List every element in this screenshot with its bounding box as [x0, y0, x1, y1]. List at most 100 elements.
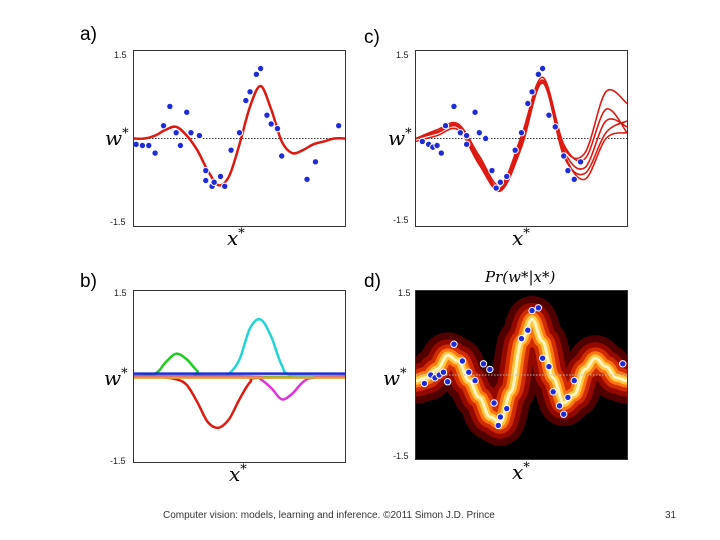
panel-b-ytick-top: 1.5 — [114, 288, 127, 298]
data-point — [528, 306, 536, 315]
panel-a-label: a) — [80, 24, 97, 45]
panel-a-xlabel: x* — [227, 226, 245, 250]
star-superscript: * — [121, 366, 128, 382]
data-point — [545, 111, 553, 119]
data-point — [183, 108, 191, 116]
data-point — [471, 108, 479, 116]
data-point — [420, 379, 429, 388]
data-point — [490, 399, 498, 407]
data-point — [418, 137, 427, 146]
data-point — [517, 334, 526, 343]
star-superscript: * — [523, 460, 530, 476]
panel-d-ylabel-text: w* — [383, 366, 407, 390]
data-point — [450, 340, 458, 348]
page-number: 31 — [665, 510, 677, 521]
data-point — [570, 175, 578, 184]
panel-b-label: b) — [80, 271, 97, 292]
panel-d-title: Pr(w*|x*) — [485, 268, 556, 286]
panel-d-label: d) — [364, 271, 381, 292]
data-point — [267, 120, 275, 128]
data-point — [481, 134, 490, 143]
data-point — [263, 111, 271, 119]
plot-svg — [416, 295, 627, 446]
panel-d-xlabel-text: x* — [512, 460, 530, 484]
sample-fit-line — [416, 82, 627, 192]
basis-function-line — [134, 317, 345, 378]
data-point — [433, 141, 441, 150]
data-point — [221, 182, 229, 191]
panel-d-xlabel: x* — [512, 460, 530, 484]
data-point — [334, 121, 343, 130]
data-point — [538, 64, 547, 73]
data-point — [303, 175, 311, 184]
data-point — [252, 70, 261, 79]
panel-c-ytick-bottom: -1.5 — [393, 215, 409, 225]
data-point — [227, 146, 235, 154]
data-point — [458, 357, 467, 365]
panel-c-xlabel-text: x* — [512, 226, 530, 250]
data-point — [242, 96, 250, 105]
data-point — [456, 128, 465, 137]
data-point — [138, 141, 147, 150]
data-point — [488, 166, 496, 175]
panel-c-ylabel: w* — [388, 126, 412, 150]
panel-a-xlabel-text: x* — [227, 226, 245, 250]
data-point — [134, 140, 140, 149]
data-point — [503, 404, 511, 413]
panel-b-xlabel: x* — [229, 462, 247, 486]
footer-citation: Computer vision: models, learning and in… — [163, 510, 495, 521]
panel-a-ytick-bottom: -1.5 — [110, 217, 126, 227]
panel-a-plot — [133, 50, 346, 227]
data-point — [619, 360, 627, 368]
data-point — [524, 326, 532, 334]
data-point — [570, 376, 578, 385]
data-point — [549, 388, 557, 396]
data-point — [443, 378, 452, 386]
data-point — [166, 102, 174, 111]
data-point — [560, 410, 568, 418]
data-point — [450, 102, 458, 111]
data-point — [576, 158, 585, 166]
plot-svg — [416, 64, 627, 192]
panel-b-ylabel: w* — [104, 366, 128, 390]
plot-svg — [134, 317, 345, 430]
data-point — [545, 362, 553, 371]
panel-b-ylabel-text: w* — [104, 366, 128, 390]
data-point — [176, 141, 185, 150]
data-point — [235, 128, 244, 137]
data-point — [216, 172, 225, 181]
data-point — [311, 158, 320, 166]
panel-b-ytick-bottom: -1.5 — [110, 456, 126, 466]
data-point — [496, 413, 505, 421]
star-superscript: * — [238, 226, 245, 242]
data-point — [475, 128, 483, 137]
panel-d-ytick-bottom: -1.5 — [393, 451, 409, 461]
data-point — [517, 128, 526, 137]
panel-a-ylabel-text: w* — [105, 126, 129, 150]
data-point — [202, 176, 210, 185]
data-point — [439, 368, 448, 376]
panel-d-ytick-top: 1.5 — [398, 288, 411, 298]
plot-svg — [134, 64, 345, 191]
data-point — [492, 184, 500, 192]
data-point — [471, 376, 479, 385]
data-point — [441, 121, 450, 130]
data-point — [172, 128, 180, 137]
data-point — [524, 99, 532, 108]
data-point — [511, 146, 519, 154]
panel-c-xlabel: x* — [512, 226, 530, 250]
data-point — [564, 166, 572, 175]
panel-b-xlabel-text: x* — [229, 462, 247, 486]
data-point — [462, 140, 471, 149]
data-point — [437, 149, 446, 157]
star-superscript: * — [405, 126, 412, 142]
data-point — [503, 172, 511, 181]
regression-fit-line — [134, 84, 345, 187]
data-point — [151, 149, 159, 157]
data-point — [465, 368, 473, 376]
sample-fit-line — [416, 81, 627, 191]
star-superscript: * — [400, 366, 407, 382]
data-point — [159, 121, 168, 130]
panel-d-plot — [415, 290, 628, 460]
panel-a-ytick-top: 1.5 — [114, 50, 127, 60]
